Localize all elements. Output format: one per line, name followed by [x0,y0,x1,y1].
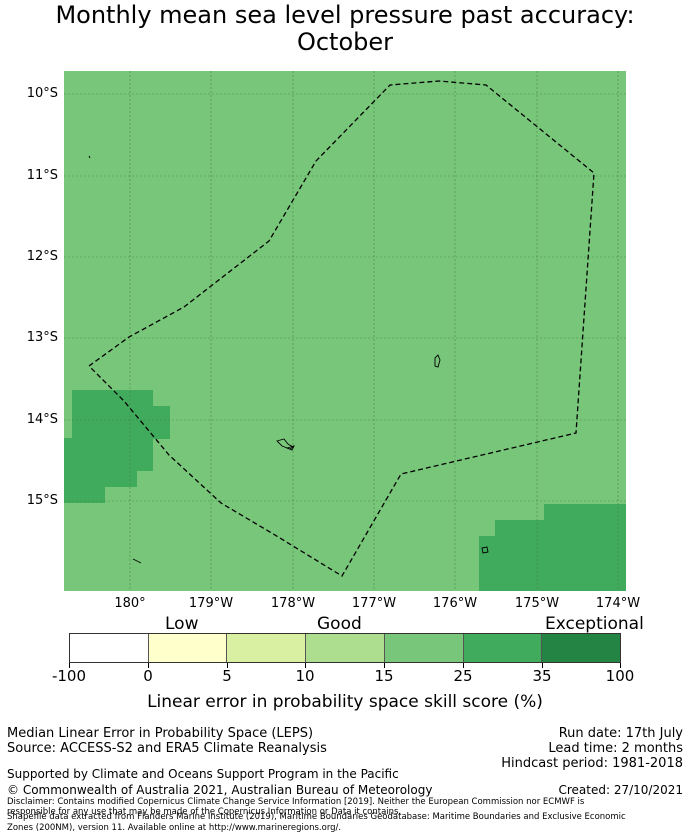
islands [88,155,489,564]
colorbar-tick-label: 10 [295,667,315,685]
lon-label-175w: 175°W [514,596,560,611]
lat-label-12s: 12°S [26,249,58,264]
lat-label-15s: 15°S [26,493,58,508]
lat-label-14s: 14°S [26,412,58,427]
lon-label-174w: 174°W [595,596,641,611]
colorbar-tick [69,663,70,668]
lon-label-178w: 178°W [270,596,316,611]
support-text: Supported by Climate and Oceans Support … [7,767,399,781]
category-good: Good [317,614,362,634]
lon-label-177w: 177°W [351,596,397,611]
colorbar-seg-neg100-0 [70,634,149,662]
disclaimer-line-2: responsible for any use that may be made… [7,807,402,817]
hindcast-text: Hindcast period: 1981-2018 [501,756,683,771]
colorbar-seg-5-10 [227,634,307,662]
shapefile-line-1: Shapefile data extracted from Flanders M… [7,812,626,822]
created-text: Created: 27/10/2021 [558,783,683,797]
disclaimer-line-1: Disclaimer: Contains modified Copernicus… [7,797,585,807]
colorbar-tick [620,663,621,668]
skill-band-35-100 [64,390,626,591]
colorbar-tick [463,663,464,668]
colorbar-tick-label: 15 [374,667,394,685]
lon-label-180: 180° [114,596,146,611]
colorbar-tick [305,663,306,668]
lat-label-13s: 13°S [26,330,58,345]
colorbar-seg-0-5 [148,634,228,662]
lat-label-10s: 10°S [26,86,58,101]
skill-band-25-35 [64,71,626,591]
colorbar-seg-10-15 [306,634,385,662]
colorbar-tick-label: 35 [532,667,552,685]
run-date-text: Run date: 17th July [558,726,683,741]
category-low: Low [165,614,199,634]
map-gridlines [64,71,626,591]
colorbar-tick-label: -100 [51,667,87,685]
title-line-1: Monthly mean sea level pressure past acc… [55,1,635,29]
method-text: Median Linear Error in Probability Space… [7,726,314,741]
lon-label-176w: 176°W [432,596,478,611]
colorbar-seg-35-100 [542,634,621,662]
colorbar-tick [542,663,543,668]
colorbar-seg-25-35 [463,634,543,662]
title-line-2: October [296,28,394,56]
colorbar-seg-15-25 [384,634,464,662]
colorbar-tick [227,663,228,668]
category-exceptional: Exceptional [545,614,644,634]
source-text: Source: ACCESS-S2 and ERA5 Climate Reana… [7,741,327,756]
colorbar-tick [148,663,149,668]
colorbar-tick [384,663,385,668]
lat-label-11s: 11°S [26,168,58,183]
colorbar-tick-label: 5 [222,667,232,685]
colorbar-tick-label: 25 [453,667,473,685]
skill-map [64,71,626,591]
chart-title: Monthly mean sea level pressure past acc… [0,2,690,56]
lead-time-text: Lead time: 2 months [548,741,683,756]
colorbar-title: Linear error in probability space skill … [147,692,543,712]
colorbar-tick-label: 0 [143,667,153,685]
shapefile-line-2: Zones (200NM), version 11. Available onl… [7,823,342,833]
colorbar [69,633,621,663]
map-canvas [64,71,626,591]
eez-boundary [88,80,595,577]
colorbar-tick-label: 100 [605,667,635,685]
lon-label-179w: 179°W [188,596,234,611]
copyright-text: © Commonwealth of Australia 2021, Austra… [7,783,433,797]
